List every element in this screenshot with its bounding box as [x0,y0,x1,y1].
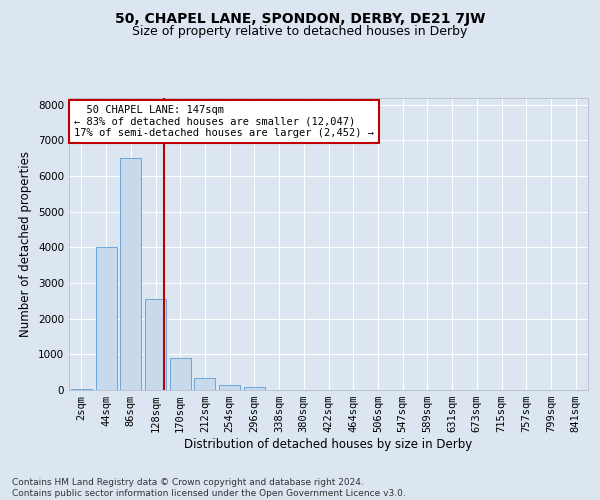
Bar [170,358,191,390]
X-axis label: Distribution of detached houses by size in Derby: Distribution of detached houses by size … [184,438,473,451]
Bar [145,299,166,390]
Text: 50 CHAPEL LANE: 147sqm
← 83% of detached houses are smaller (12,047)
17% of semi: 50 CHAPEL LANE: 147sqm ← 83% of detached… [74,105,374,138]
Bar [244,388,265,390]
Bar [219,386,240,390]
Bar [95,248,116,390]
Text: Contains HM Land Registry data © Crown copyright and database right 2024.
Contai: Contains HM Land Registry data © Crown c… [12,478,406,498]
Bar [71,389,92,390]
Bar [194,378,215,390]
Y-axis label: Number of detached properties: Number of detached properties [19,151,32,337]
Text: Size of property relative to detached houses in Derby: Size of property relative to detached ho… [133,25,467,38]
Bar [120,158,141,390]
Text: 50, CHAPEL LANE, SPONDON, DERBY, DE21 7JW: 50, CHAPEL LANE, SPONDON, DERBY, DE21 7J… [115,12,485,26]
